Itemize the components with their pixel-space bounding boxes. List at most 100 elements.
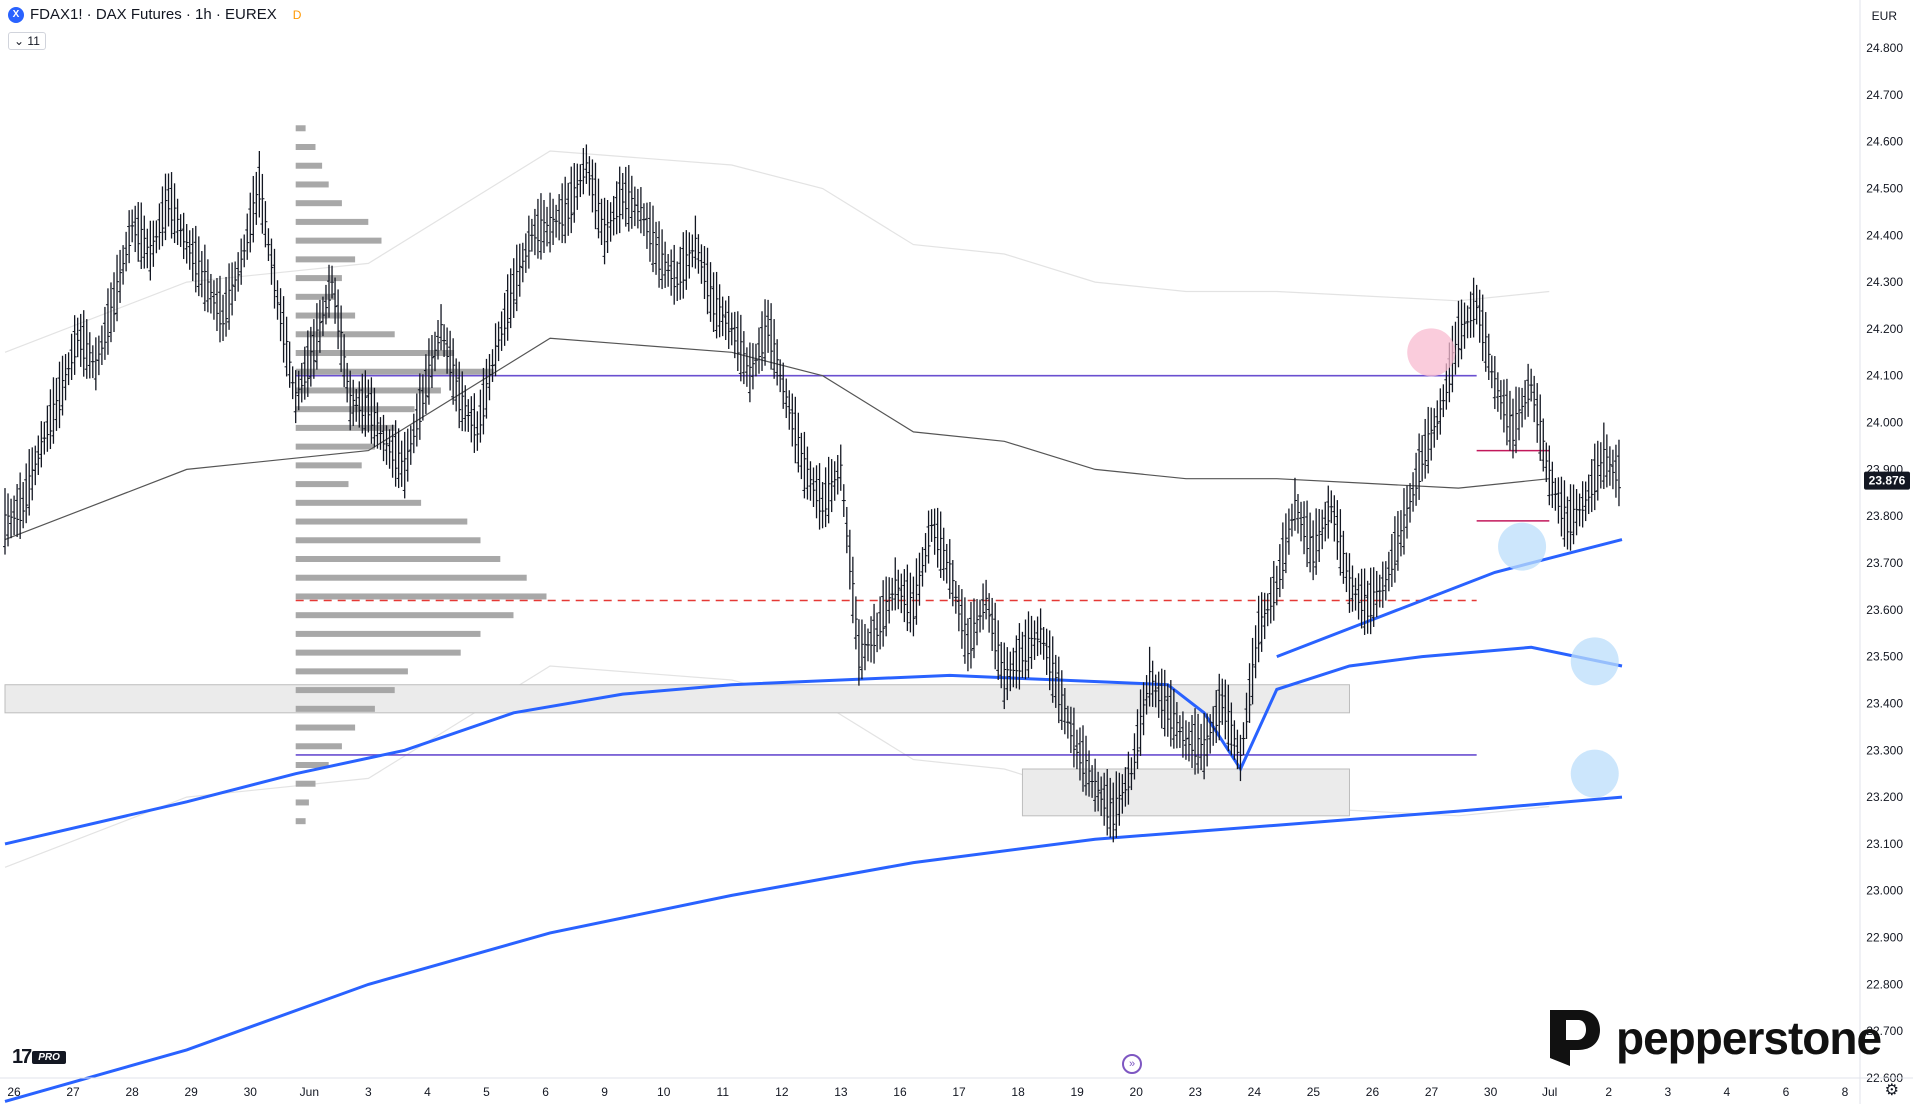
time-tick-label: 20 bbox=[1130, 1085, 1144, 1099]
time-axis[interactable]: 26 27 28 29 30 Jun 3 4 5 6 9 10 11 12 13 16 17 18 19 20 23 24… bbox=[0, 1077, 1913, 1099]
time-tick-label: 23 bbox=[1189, 1085, 1203, 1099]
time-tick-label: 30 bbox=[1484, 1085, 1498, 1099]
time-tick-label: 27 bbox=[1425, 1085, 1439, 1099]
time-tick-label: 12 bbox=[775, 1085, 789, 1099]
volume-profile-bar bbox=[295, 649, 461, 656]
time-tick-label: 4 bbox=[424, 1085, 431, 1099]
time-tick-label: 28 bbox=[125, 1085, 139, 1099]
pepperstone-logo: pepperstone bbox=[1540, 1006, 1882, 1070]
volume-profile-bar bbox=[295, 724, 356, 731]
volume-profile-bar bbox=[295, 612, 514, 619]
price-tick-label: 24.700 bbox=[1866, 88, 1903, 102]
tv-pro-badge: PRO bbox=[32, 1051, 66, 1064]
lower-band-line bbox=[4, 665, 1550, 868]
price-tick-label: 24.000 bbox=[1866, 416, 1903, 430]
currency-label[interactable]: EUR bbox=[1871, 9, 1897, 23]
price-tick-label: 24.600 bbox=[1866, 135, 1903, 149]
price-tick-label: 22.900 bbox=[1866, 931, 1903, 945]
price-axis[interactable]: 24.800 24.700 24.600 24.500 24.400 24.300 24.2… bbox=[1859, 0, 1910, 1104]
price-tick-label: 22.800 bbox=[1866, 977, 1903, 991]
gear-icon[interactable]: ⚙ bbox=[1884, 1082, 1899, 1099]
time-tick-label: 18 bbox=[1011, 1085, 1025, 1099]
last-price-label: 23.876 bbox=[1869, 474, 1906, 488]
support-marker-1 bbox=[1498, 522, 1547, 571]
time-tick-label: 25 bbox=[1307, 1085, 1321, 1099]
price-tick-label: 24.400 bbox=[1866, 228, 1903, 242]
volume-profile-bar bbox=[295, 574, 527, 581]
volume-profile-bar bbox=[295, 462, 362, 469]
last-price-badge bbox=[1864, 471, 1910, 490]
time-tick-label: 30 bbox=[244, 1085, 258, 1099]
volume-profile-bar bbox=[295, 668, 408, 675]
time-tick-label: Jul bbox=[1542, 1085, 1557, 1099]
time-tick-label: 3 bbox=[365, 1085, 372, 1099]
indicators-toggle[interactable]: ⌄ 11 bbox=[8, 32, 46, 50]
time-tick-label: 13 bbox=[834, 1085, 848, 1099]
volume-profile-bar bbox=[295, 687, 395, 694]
demand-zone-2 bbox=[1021, 768, 1350, 817]
price-tick-label: 23.400 bbox=[1866, 696, 1903, 710]
time-tick-label: 16 bbox=[893, 1085, 907, 1099]
time-tick-label: 26 bbox=[7, 1085, 21, 1099]
volume-profile-bar bbox=[295, 368, 494, 375]
price-tick-label: 23.500 bbox=[1866, 650, 1903, 664]
volume-profile-bar bbox=[295, 818, 306, 825]
time-tick-label: 2 bbox=[1605, 1085, 1612, 1099]
time-tick-label: 5 bbox=[483, 1085, 490, 1099]
volume-profile-bar bbox=[295, 331, 395, 338]
price-tick-label: 23.600 bbox=[1866, 603, 1903, 617]
volume-profile-bar bbox=[295, 350, 455, 356]
time-tick-label: 3 bbox=[1664, 1085, 1671, 1099]
volume-profile-bar bbox=[295, 256, 356, 263]
volume-profile-bar bbox=[295, 443, 375, 450]
symbol-header[interactable]: X FDAX1! · DAX Futures · 1h · EUREX D bbox=[8, 6, 301, 23]
time-tick-label: 6 bbox=[542, 1085, 549, 1099]
time-tick-label: 19 bbox=[1070, 1085, 1084, 1099]
vwap-short-band bbox=[1276, 538, 1623, 658]
volume-profile-bar bbox=[295, 144, 316, 150]
volume-profile-bar bbox=[295, 762, 329, 768]
tradingview-logo: 17 PRO bbox=[12, 1046, 66, 1069]
price-tick-label: 24.200 bbox=[1866, 322, 1903, 336]
time-tick-label: Jun bbox=[300, 1085, 319, 1099]
rejection-marker bbox=[1407, 328, 1456, 377]
volume-profile-bar bbox=[295, 275, 342, 282]
time-tick-label: 4 bbox=[1724, 1085, 1731, 1099]
symbol-title[interactable]: FDAX1! · DAX Futures · 1h · EUREX bbox=[30, 6, 277, 23]
time-tick-label: 24 bbox=[1248, 1085, 1262, 1099]
target-marker-1 bbox=[1570, 637, 1619, 686]
volume-profile-bar bbox=[295, 125, 306, 132]
price-tick-label: 23.800 bbox=[1866, 509, 1903, 523]
time-tick-label: 29 bbox=[185, 1085, 199, 1099]
pepperstone-mark-icon bbox=[1550, 1010, 1600, 1066]
price-tick-label: 23.300 bbox=[1866, 743, 1903, 757]
upper-band-line bbox=[4, 150, 1550, 353]
time-tick-label: 26 bbox=[1366, 1085, 1380, 1099]
price-tick-label: 24.500 bbox=[1866, 181, 1903, 195]
volume-profile-bar bbox=[295, 499, 422, 506]
price-tick-label: 24.800 bbox=[1866, 41, 1903, 55]
brand-name: pepperstone bbox=[1616, 1012, 1882, 1064]
volume-profile-bar bbox=[295, 162, 323, 169]
price-tick-label: 24.300 bbox=[1866, 275, 1903, 289]
data-delay-badge[interactable]: D bbox=[292, 7, 302, 22]
volume-profile-bar bbox=[295, 743, 342, 750]
price-tick-label: 23.200 bbox=[1866, 790, 1903, 804]
indicator-count: 11 bbox=[27, 34, 40, 48]
volume-profile-bar bbox=[295, 200, 342, 207]
volume-profile-bar bbox=[295, 218, 369, 225]
time-tick-label: 27 bbox=[66, 1085, 80, 1099]
volume-profile-bar bbox=[295, 406, 415, 413]
volume-profile-bar bbox=[295, 593, 547, 600]
volume-profile-bar bbox=[295, 705, 375, 712]
volume-profile-bar bbox=[295, 780, 316, 787]
volume-profile-bar bbox=[295, 630, 481, 637]
vwap-lower-band-1 bbox=[4, 645, 1623, 846]
go-to-realtime-icon[interactable]: » bbox=[1122, 1054, 1142, 1074]
price-tick-label: 23.700 bbox=[1866, 556, 1903, 570]
volume-profile-bar bbox=[295, 293, 336, 300]
time-tick-label: 11 bbox=[717, 1085, 730, 1099]
price-tick-label: 22.700 bbox=[1866, 1024, 1903, 1038]
time-tick-label: 6 bbox=[1783, 1085, 1790, 1099]
